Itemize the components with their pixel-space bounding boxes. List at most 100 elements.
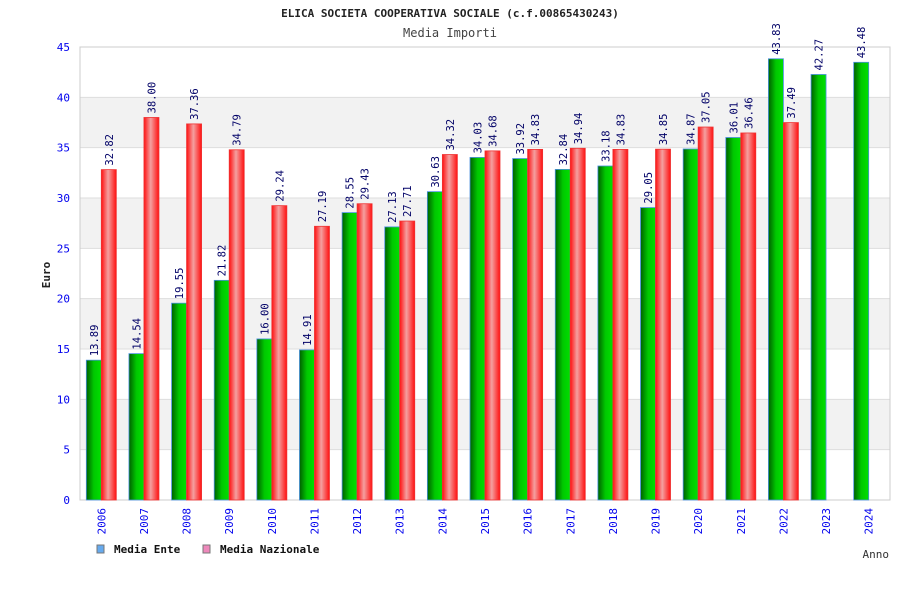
data-label: 27.13: [387, 191, 399, 223]
bar-media-ente: [725, 137, 742, 501]
data-label: 33.92: [515, 123, 527, 155]
bar-media-ente: [469, 157, 486, 501]
data-label: 43.48: [856, 27, 868, 59]
y-tick-label: 40: [57, 91, 70, 104]
bar-media-ente: [640, 207, 656, 501]
legend: Media Ente Media Nazionale: [96, 543, 320, 556]
bar-media-nazionale: [314, 225, 330, 501]
bar-media-nazionale: [441, 154, 458, 501]
data-label: 32.84: [558, 134, 570, 166]
bar-media-nazionale: [228, 149, 245, 501]
bar-media-ente: [597, 165, 614, 501]
x-tick-label: 2019: [650, 508, 663, 535]
chart-subtitle: Media Importi: [403, 26, 497, 40]
legend-swatch-media-ente: [96, 544, 105, 554]
y-tick-label: 35: [57, 142, 70, 155]
bar-media-nazionale: [697, 126, 714, 501]
data-label: 37.05: [701, 91, 713, 123]
data-label: 36.46: [743, 97, 755, 129]
bar-media-ente: [512, 158, 529, 501]
bar-media-nazionale: [100, 169, 117, 501]
x-tick-label: 2016: [522, 508, 535, 535]
data-label: 19.55: [174, 268, 186, 300]
bar-media-ente: [85, 359, 102, 501]
bar-media-ente: [213, 279, 230, 501]
y-tick-label: 0: [63, 494, 70, 507]
y-tick-label: 45: [57, 41, 70, 54]
y-tick-label: 30: [57, 192, 70, 205]
bar-media-ente: [171, 302, 187, 501]
data-label: 29.05: [643, 172, 655, 204]
bar-media-ente: [299, 349, 315, 501]
bar-media-ente: [768, 58, 784, 501]
bar-media-nazionale: [612, 148, 629, 501]
bar-media-nazionale: [484, 150, 501, 501]
data-label: 34.83: [530, 114, 542, 146]
data-label: 34.94: [573, 113, 585, 145]
x-tick-label: 2017: [564, 508, 577, 535]
bar-media-ente: [426, 191, 443, 501]
data-label: 42.27: [814, 39, 826, 71]
data-label: 37.49: [786, 87, 798, 119]
bar-media-nazionale: [527, 148, 544, 501]
x-tick-label: 2020: [692, 508, 705, 535]
bar-media-nazionale: [569, 147, 586, 501]
x-tick-label: 2023: [820, 508, 833, 535]
data-label: 34.83: [615, 114, 627, 146]
bar-media-ente: [810, 74, 827, 501]
data-label: 34.87: [686, 113, 698, 145]
bar-media-ente: [256, 338, 273, 501]
bar-media-nazionale: [740, 132, 757, 501]
data-label: 34.68: [488, 115, 500, 147]
chart-title: ELICA SOCIETA COOPERATIVA SOCIALE (c.f.0…: [281, 7, 619, 20]
data-label: 27.71: [402, 185, 414, 217]
bar-media-nazionale: [399, 220, 416, 501]
x-tick-label: 2013: [394, 508, 407, 535]
legend-label-media-ente: Media Ente: [114, 543, 181, 556]
y-tick-label: 15: [57, 343, 70, 356]
y-tick-label: 20: [57, 293, 70, 306]
data-label: 33.18: [600, 130, 612, 162]
bar-media-ente: [384, 226, 401, 501]
data-label: 21.82: [217, 245, 229, 277]
bar-media-nazionale: [271, 205, 288, 501]
legend-label-media-nazionale: Media Nazionale: [220, 543, 320, 556]
bar-media-nazionale: [783, 122, 799, 501]
data-label: 34.32: [445, 119, 457, 151]
data-label: 43.83: [771, 23, 783, 55]
x-tick-label: 2012: [351, 508, 364, 535]
x-tick-label: 2015: [479, 508, 492, 535]
bar-media-ente: [128, 353, 145, 501]
data-label: 38.00: [146, 82, 158, 114]
data-label: 34.85: [658, 114, 670, 146]
data-label: 27.19: [317, 191, 329, 223]
x-tick-label: 2021: [735, 508, 748, 535]
bar-media-nazionale: [356, 203, 373, 501]
bar-media-ente: [853, 61, 870, 501]
x-tick-label: 2008: [181, 508, 194, 535]
x-tick-label: 2006: [95, 508, 108, 535]
x-tick-label: 2018: [607, 508, 620, 535]
bar-media-nazionale: [186, 123, 202, 501]
data-label: 36.01: [728, 102, 740, 134]
data-label: 32.82: [104, 134, 116, 166]
data-label: 37.36: [189, 88, 201, 120]
data-label: 28.55: [345, 177, 357, 209]
y-axis-label: Euro: [40, 261, 53, 288]
x-tick-label: 2010: [266, 508, 279, 535]
x-tick-label: 2014: [436, 508, 449, 535]
x-tick-label: 2007: [138, 508, 151, 535]
data-label: 29.43: [360, 168, 372, 200]
bar-media-ente: [682, 148, 699, 501]
y-tick-label: 25: [57, 242, 70, 255]
y-tick-label: 5: [63, 444, 70, 457]
x-tick-label: 2024: [863, 508, 876, 535]
data-label: 30.63: [430, 156, 442, 188]
y-tick-label: 10: [57, 393, 70, 406]
x-tick-label: 2009: [223, 508, 236, 535]
bar-media-ente: [554, 169, 571, 501]
data-label: 14.91: [302, 314, 314, 346]
data-label: 34.03: [473, 122, 485, 154]
